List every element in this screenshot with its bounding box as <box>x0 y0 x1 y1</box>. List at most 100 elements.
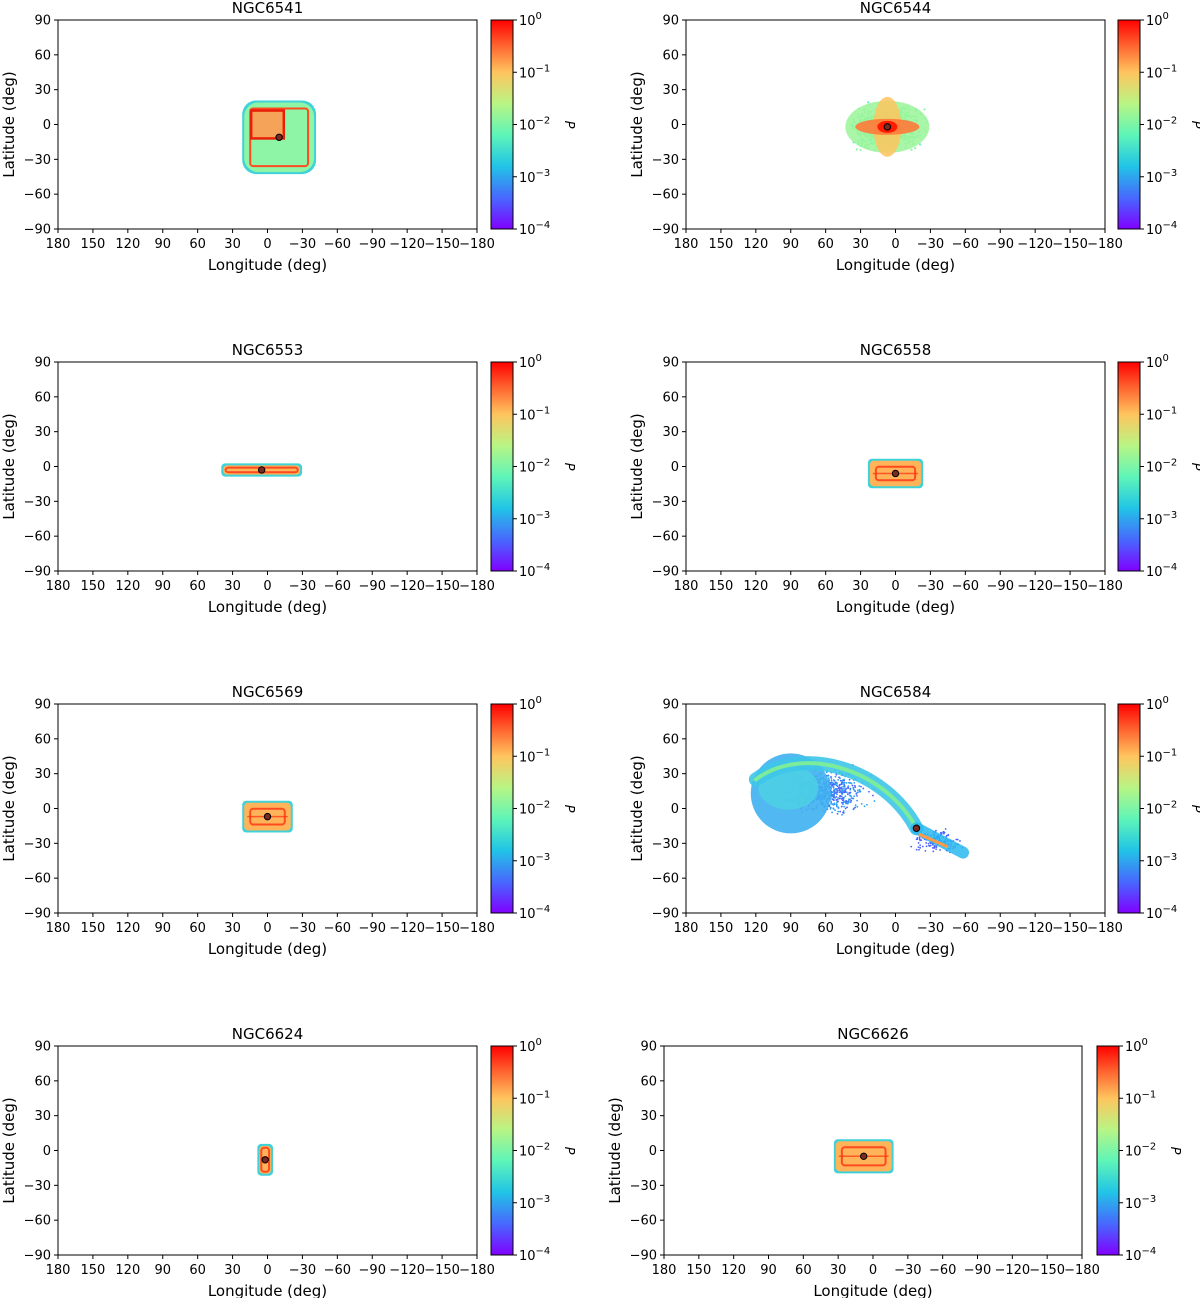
x-tick-label: −120 <box>389 1263 425 1278</box>
density-ring <box>260 1146 271 1173</box>
stream-point <box>830 776 833 778</box>
x-tick-label: 180 <box>46 1263 71 1278</box>
stream-point <box>843 789 846 792</box>
stream-point <box>935 829 937 832</box>
stream-point <box>840 795 843 798</box>
panel-title: NGC6558 <box>860 341 932 359</box>
x-tick-label: −150 <box>1052 237 1088 252</box>
stream-arc-core <box>753 761 919 831</box>
y-tick-label: −60 <box>24 530 51 545</box>
stream-point <box>921 845 924 848</box>
stream-point <box>834 788 837 790</box>
stream-point <box>842 803 844 806</box>
colorbar-tick-label: 10−2 <box>519 116 550 134</box>
stream-point <box>932 850 935 853</box>
stream-point <box>837 800 839 803</box>
stream-point <box>840 787 843 790</box>
density-point <box>918 143 922 146</box>
x-tick-label: 120 <box>115 921 140 936</box>
colorbar-label: P <box>561 121 576 129</box>
colorbar-tick-label: 10−1 <box>519 747 550 765</box>
stream-point <box>842 810 845 812</box>
stream-point <box>858 785 861 787</box>
panel-title: NGC6544 <box>860 0 932 17</box>
stream-point <box>860 803 863 805</box>
x-tick-label: 90 <box>154 1263 171 1278</box>
stream-point <box>840 801 843 804</box>
colorbar-tick-label: 10−3 <box>1125 1194 1156 1212</box>
stream-point <box>868 790 870 793</box>
x-tick-label: 30 <box>224 921 241 936</box>
x-tick-label: 0 <box>263 237 271 252</box>
colorbar-tick-label: 10−2 <box>519 800 550 818</box>
stream-point <box>830 802 832 805</box>
stream-point <box>843 787 845 790</box>
x-tick-label: 0 <box>263 921 271 936</box>
y-tick-label: 0 <box>43 118 51 133</box>
colorbar-label: P <box>561 1147 576 1155</box>
stream-point <box>918 848 920 851</box>
y-tick-label: 60 <box>34 732 51 747</box>
stream-point <box>942 830 945 833</box>
y-tick-label: 60 <box>34 1074 51 1089</box>
stream-point <box>940 832 943 834</box>
x-tick-label: −30 <box>894 1263 921 1278</box>
stream-point <box>840 805 843 808</box>
cluster-marker <box>860 1152 868 1161</box>
x-tick-label: 90 <box>782 237 799 252</box>
x-tick-label: 90 <box>154 237 171 252</box>
x-tick-label: −120 <box>1017 921 1053 936</box>
stream-tail-core <box>918 832 949 849</box>
x-tick-label: 150 <box>686 1263 711 1278</box>
stream-point <box>849 798 851 801</box>
x-tick-label: −180 <box>459 237 495 252</box>
x-tick-label: −30 <box>917 579 944 594</box>
stream-point <box>834 775 837 778</box>
stream-point <box>856 805 859 808</box>
x-tick-label: 120 <box>743 579 768 594</box>
stream-point <box>839 810 842 813</box>
stream-point <box>924 849 927 852</box>
stream-point <box>853 788 856 791</box>
y-tick-label: 0 <box>671 118 679 133</box>
stream-point <box>832 803 835 806</box>
y-tick-label: −60 <box>652 872 679 887</box>
y-tick-label: −30 <box>24 153 51 168</box>
colorbar-tick-label: 10−4 <box>519 220 550 238</box>
cluster-marker <box>257 466 266 474</box>
y-tick-label: −30 <box>652 153 679 168</box>
stream-point <box>838 797 841 800</box>
stream-point <box>837 806 840 809</box>
x-tick-label: 180 <box>674 237 699 252</box>
x-tick-label: 0 <box>891 921 899 936</box>
x-tick-label: 120 <box>721 1263 746 1278</box>
x-tick-label: 60 <box>189 237 206 252</box>
stream-point <box>849 787 852 790</box>
y-tick-label: −90 <box>630 1249 657 1264</box>
density-point <box>914 146 917 150</box>
x-tick-label: −30 <box>289 237 316 252</box>
stream-point <box>840 786 843 789</box>
y-tick-label: −60 <box>652 188 679 203</box>
y-tick-label: −90 <box>652 907 679 922</box>
density-inner-ring <box>249 109 286 140</box>
y-tick-label: −30 <box>652 837 679 852</box>
y-tick-label: −60 <box>24 872 51 887</box>
x-tick-label: 120 <box>115 237 140 252</box>
panel-title: NGC6626 <box>837 1025 909 1043</box>
x-tick-label: 60 <box>189 921 206 936</box>
stream-point <box>856 794 858 797</box>
colorbar <box>490 703 514 914</box>
density-point <box>859 148 862 152</box>
stream-point <box>847 801 850 804</box>
x-tick-label: 150 <box>709 579 734 594</box>
x-tick-label: −60 <box>324 921 351 936</box>
x-tick-label: 90 <box>782 579 799 594</box>
y-axis-label: Latitude (deg) <box>628 413 646 519</box>
x-tick-label: −120 <box>389 579 425 594</box>
stream-point <box>947 833 950 836</box>
stream-point <box>862 787 865 790</box>
colorbar <box>490 19 514 230</box>
